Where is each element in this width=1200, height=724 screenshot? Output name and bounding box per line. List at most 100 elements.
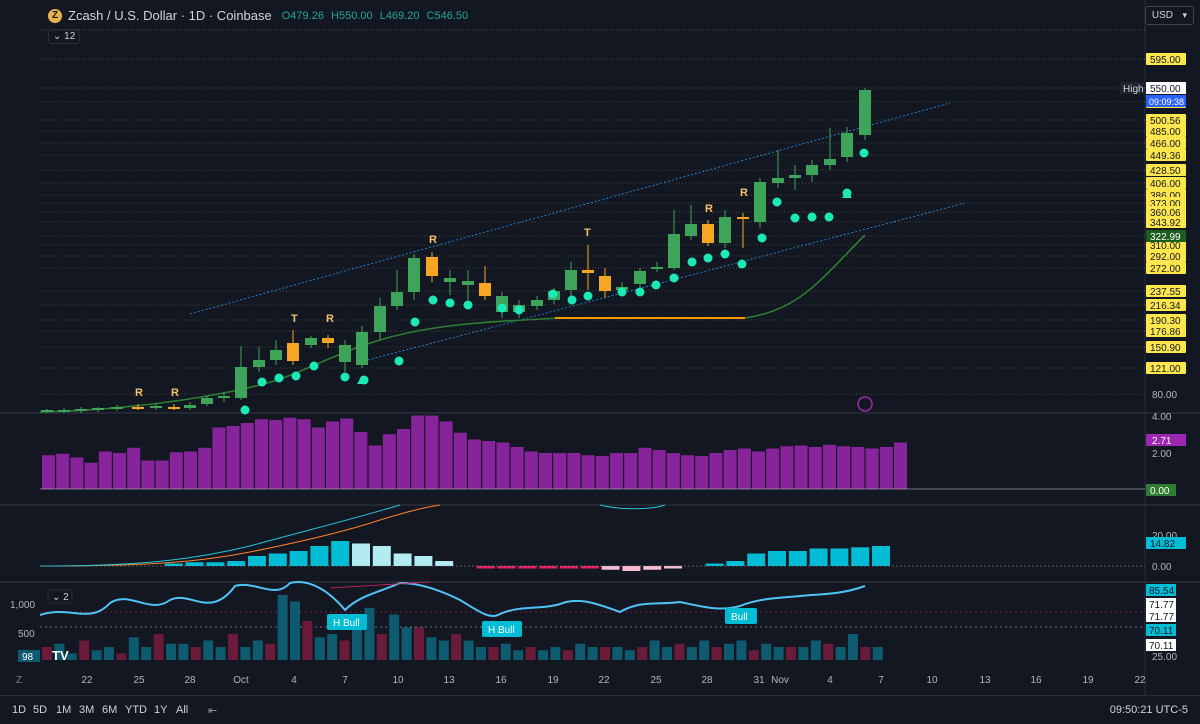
- x-axis-label: Oct: [233, 675, 249, 686]
- rsi-value-bg: [1146, 624, 1176, 636]
- rsi-volume-bar: [42, 647, 52, 660]
- price-label: 595.00: [1150, 55, 1181, 66]
- rsi-volume-bar: [426, 637, 437, 660]
- price-label: 237.55: [1150, 287, 1181, 298]
- timeframe-1m-button[interactable]: 1M: [56, 704, 72, 716]
- candle-body: [444, 278, 456, 282]
- volume-bar: [780, 446, 794, 489]
- timeframe-ytd-button[interactable]: YTD: [125, 704, 147, 716]
- macd-histogram-bar: [372, 546, 391, 566]
- signal-letter: R: [135, 387, 143, 399]
- current-price: 322.99: [1150, 232, 1181, 243]
- ideas-icon: [857, 396, 873, 412]
- volume-bar: [269, 420, 283, 489]
- price-label-bg: [1146, 177, 1186, 189]
- rsi-volume-bar: [624, 650, 635, 660]
- volume-bar: [42, 455, 55, 489]
- rsi-volume-bar: [612, 647, 623, 660]
- volume-bar: [240, 423, 254, 489]
- volume-bar: [184, 451, 197, 489]
- timeframe-all-button[interactable]: All: [176, 704, 189, 716]
- price-label-bg: [1146, 149, 1186, 161]
- volume-bar: [326, 421, 339, 489]
- macd-histogram-bar: [268, 553, 287, 566]
- rsi-volume-bar: [302, 621, 313, 660]
- candle-body: [789, 175, 801, 178]
- sar-dot: [514, 305, 524, 315]
- date-range-icon[interactable]: ⇤: [208, 705, 218, 717]
- rsi-volume-bar: [438, 640, 449, 660]
- price-label-bg: [1146, 262, 1186, 274]
- volume-bar: [411, 415, 425, 489]
- candle-body: [253, 360, 265, 367]
- price-label: 386.00: [1150, 191, 1181, 202]
- rsi-signal-badge: [327, 614, 367, 630]
- price-label: 121.00: [1150, 364, 1181, 375]
- macd-histogram-bar: [830, 548, 849, 566]
- timeframe-5d-button[interactable]: 5D: [33, 704, 48, 716]
- candle-body: [668, 234, 680, 268]
- countdown-bg: [1146, 95, 1186, 107]
- sar-dot: [497, 303, 507, 313]
- signal-letter: R: [171, 387, 179, 399]
- candle-body: [599, 276, 611, 291]
- rsi-volume-bar: [203, 640, 214, 660]
- buy-arrow-marker: [842, 190, 852, 198]
- volume-bar: [865, 448, 879, 489]
- countdown-timer: 09:09:38: [1149, 97, 1184, 107]
- volume-bar: [311, 427, 325, 489]
- rsi-volume-bar: [773, 647, 784, 660]
- candle-body: [218, 396, 230, 398]
- rsi-value: 70.11: [1149, 641, 1174, 652]
- price-label-bg: [1146, 341, 1186, 353]
- volume-bar: [723, 450, 737, 489]
- macd-histogram-bar: [726, 561, 745, 566]
- rsi-indicator-count: ⌄ 2: [52, 592, 69, 603]
- timeframe-3m-button[interactable]: 3M: [79, 704, 95, 716]
- timeframe-1d-button[interactable]: 1D: [12, 704, 27, 716]
- timeframe-1y-button[interactable]: 1Y: [154, 704, 168, 716]
- volume-bar: [226, 426, 240, 489]
- rsi-volume-bar: [786, 647, 796, 660]
- rsi-volume-bar: [166, 643, 176, 660]
- x-axis-label: 22: [598, 675, 610, 686]
- volume-bar: [368, 445, 382, 489]
- timeframe-6m-button[interactable]: 6M: [102, 704, 118, 716]
- volume-bar: [482, 441, 496, 489]
- macd-histogram-bar: [664, 566, 682, 569]
- sar-dot: [548, 289, 558, 299]
- rsi-volume-bar: [66, 653, 77, 660]
- signal-letter: R: [429, 234, 437, 246]
- trend-channel-lower: [359, 202, 966, 363]
- indicators-toggle-button[interactable]: ⌄ 12: [48, 29, 81, 44]
- signal-letter: R: [740, 187, 748, 199]
- sar-dot: [274, 373, 284, 383]
- rsi-volume-bar: [128, 637, 139, 660]
- sar-dot: [687, 257, 697, 267]
- price-label-bg: [1146, 314, 1186, 326]
- macd-histogram-bar: [435, 561, 454, 566]
- rsi-value: 71.77: [1149, 600, 1174, 611]
- macd-histogram-bar: [497, 566, 516, 569]
- sar-dot: [617, 287, 627, 297]
- macd-histogram-bar: [518, 566, 537, 569]
- rsi-volume-bar: [352, 627, 362, 660]
- currency-select[interactable]: USD: [1144, 6, 1194, 25]
- rsi-volume-bar: [500, 643, 511, 660]
- volume-bar: [808, 447, 822, 489]
- sar-dot: [790, 213, 800, 223]
- volume-bar: [70, 457, 84, 489]
- rsi-volume-bar: [389, 614, 400, 660]
- rsi-volume-bar: [339, 640, 350, 660]
- macd-histogram-bar: [352, 543, 370, 566]
- candle-body: [339, 345, 351, 362]
- rsi-volume-bar: [736, 640, 747, 660]
- volume-bar: [539, 453, 552, 489]
- rsi-volume-bar: [488, 647, 499, 660]
- macd-histogram-bar: [164, 563, 183, 566]
- macd-histogram-bar: [747, 553, 766, 566]
- macd-histogram-bar: [851, 547, 870, 566]
- rsi-volume-bar: [835, 647, 846, 660]
- symbol-header[interactable]: Z Zcash / U.S. Dollar · 1D · Coinbase O4…: [48, 8, 468, 23]
